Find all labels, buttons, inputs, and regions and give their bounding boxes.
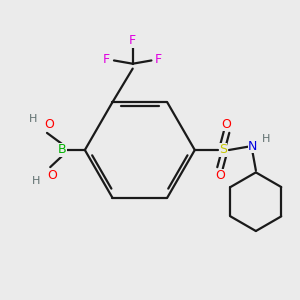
Text: S: S — [219, 143, 227, 157]
Text: H: H — [32, 176, 40, 186]
Text: H: H — [261, 134, 270, 144]
Text: F: F — [103, 53, 110, 66]
Text: F: F — [155, 53, 162, 66]
Text: O: O — [47, 169, 57, 182]
Text: B: B — [58, 143, 67, 157]
Text: O: O — [222, 118, 232, 131]
Text: F: F — [129, 34, 136, 47]
Text: O: O — [215, 169, 225, 182]
Text: O: O — [44, 118, 54, 131]
Text: N: N — [248, 140, 257, 153]
Text: H: H — [28, 114, 37, 124]
